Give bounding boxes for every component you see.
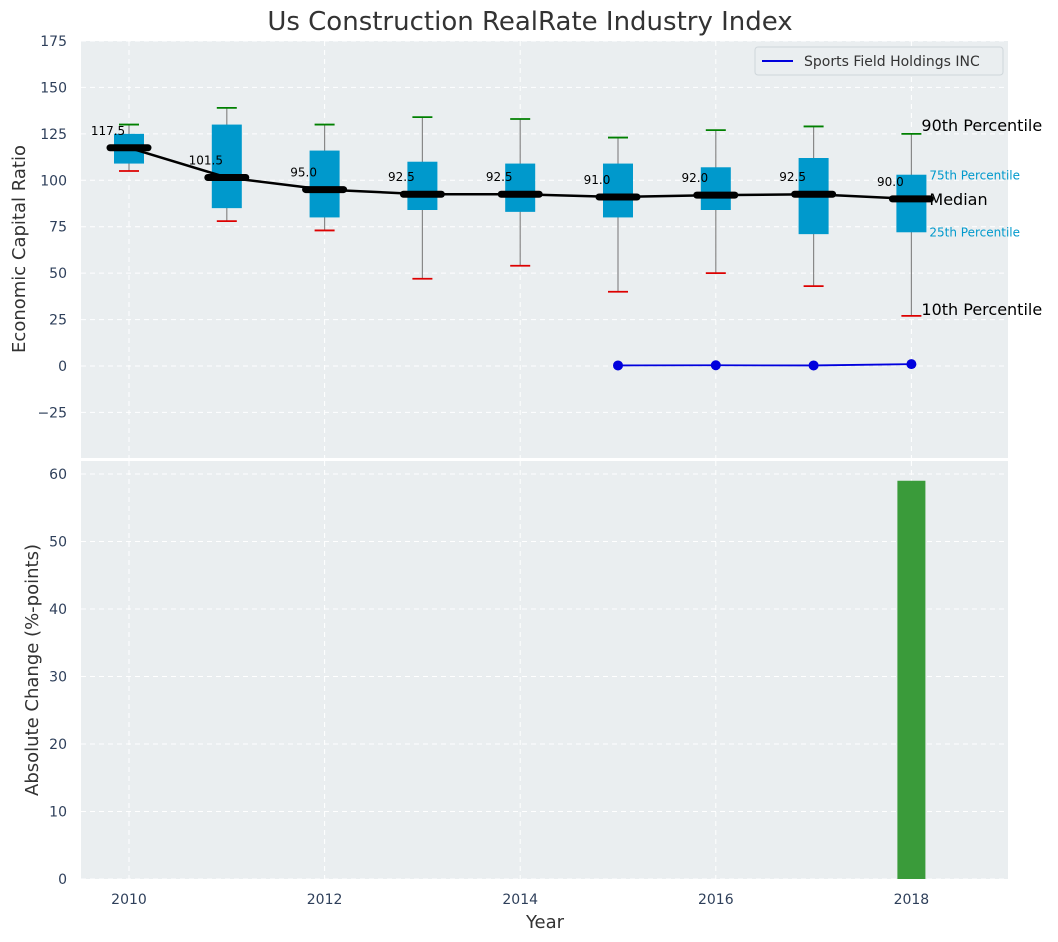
bottom-x-tick-label: 2012 xyxy=(307,892,343,908)
bottom-x-tick-label: 2016 xyxy=(698,892,734,908)
bottom-y-tick-label: 30 xyxy=(49,670,67,686)
iqr-box xyxy=(407,161,438,210)
median-value-label: 95.0 xyxy=(290,166,317,180)
top-y-tick-label: 125 xyxy=(40,127,67,143)
top-panel-boxes: 117.5 101.5 95.0 92.5 92.5 91.0 92.0 92.5 90.0 xyxy=(91,106,934,317)
bottom-x-tick-label: 2010 xyxy=(111,892,147,908)
top-panel-background xyxy=(81,41,1008,458)
bottom-y-tick-label: 10 xyxy=(49,805,67,821)
iqr-box xyxy=(505,163,536,212)
median-value-label: 92.5 xyxy=(388,170,415,184)
top-panel-annotations: 90th Percentile 75th Percentile Median 25th… xyxy=(921,116,1042,319)
median-value-label: 92.5 xyxy=(486,170,513,184)
q1-annotation: 25th Percentile xyxy=(929,225,1020,239)
iqr-box xyxy=(211,124,242,209)
top-y-tick-label: 0 xyxy=(58,359,67,375)
bottom-panel-bars xyxy=(897,480,926,879)
bottom-panel-ylabel: Absolute Change (%-points) xyxy=(22,544,43,796)
median-value-label: 92.0 xyxy=(681,171,708,185)
top-y-tick-label: 50 xyxy=(49,266,67,282)
bottom-y-tick-label: 50 xyxy=(49,535,67,551)
iqr-box xyxy=(896,174,927,233)
iqr-box xyxy=(603,163,633,218)
p90-annotation: 90th Percentile xyxy=(921,116,1042,135)
top-panel-ylabel: Economic Capital Ratio xyxy=(9,145,30,353)
top-panel-y-ticks: −25 0 25 50 75 100 125 150 175 xyxy=(37,34,67,421)
iqr-box xyxy=(309,150,340,218)
top-y-tick-label: −25 xyxy=(37,405,67,421)
bottom-panel-background xyxy=(81,461,1008,879)
top-panel-series xyxy=(613,359,917,371)
top-y-tick-label: 150 xyxy=(40,80,67,96)
series-point xyxy=(613,360,623,371)
top-y-tick-label: 100 xyxy=(40,173,67,189)
bottom-x-tick-label: 2014 xyxy=(502,892,538,908)
series-point xyxy=(906,359,917,370)
bottom-panel-xlabel: Year xyxy=(525,912,565,933)
median-value-label: 101.5 xyxy=(189,154,223,168)
iqr-box xyxy=(700,167,731,210)
change-bar xyxy=(897,480,926,879)
series-line xyxy=(617,363,912,367)
median-annotation: Median xyxy=(929,190,987,209)
median-value-label: 117.5 xyxy=(91,124,125,138)
bottom-y-tick-label: 60 xyxy=(49,467,67,483)
legend-label: Sports Field Holdings INC xyxy=(804,54,980,70)
bottom-y-tick-label: 0 xyxy=(58,872,67,888)
bottom-panel-y-ticks: 0 10 20 30 40 50 60 xyxy=(49,467,67,888)
median-value-label: 92.5 xyxy=(779,170,806,184)
median-value-label: 91.0 xyxy=(584,173,611,187)
chart-title: Us Construction RealRate Industry Index xyxy=(267,7,792,37)
series-point xyxy=(808,360,819,371)
q3-annotation: 75th Percentile xyxy=(929,169,1020,183)
bottom-x-tick-label: 2018 xyxy=(894,892,930,908)
top-y-tick-label: 25 xyxy=(49,313,67,329)
top-y-tick-label: 75 xyxy=(49,220,67,236)
p10-annotation: 10th Percentile xyxy=(921,300,1042,319)
bottom-y-tick-label: 20 xyxy=(49,737,67,753)
top-y-tick-label: 175 xyxy=(40,34,67,50)
bottom-panel-x-ticks: 2010 2012 2014 2016 2018 xyxy=(111,892,929,908)
bottom-y-tick-label: 40 xyxy=(49,602,67,618)
legend: Sports Field Holdings INC xyxy=(754,46,1004,76)
series-point xyxy=(710,360,721,371)
median-value-label: 90.0 xyxy=(877,175,904,189)
legend-box xyxy=(754,46,1004,76)
